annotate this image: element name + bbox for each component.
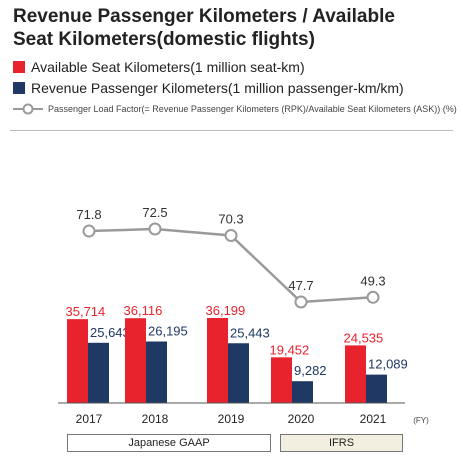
data-label-ask-2018: 36,116	[124, 303, 163, 318]
x-tick-label-2020: 2020	[288, 412, 315, 426]
load-factor-label-2019: 70.3	[218, 211, 243, 226]
legend-lf-marker-icon	[13, 103, 43, 115]
bar-rpk-2017	[88, 342, 109, 403]
load-factor-label-2017: 71.8	[76, 207, 101, 222]
legend-ask: Available Seat Kilometers(1 million seat…	[13, 59, 305, 75]
legend-rpk-swatch	[13, 82, 25, 94]
x-tick-label-2018: 2018	[142, 412, 169, 426]
load-factor-label-2021: 49.3	[360, 273, 385, 288]
bar-rpk-2019	[228, 343, 249, 403]
legend-lf: Passenger Load Factor(= Revenue Passenge…	[13, 103, 457, 115]
data-label-ask-2020: 19,452	[270, 342, 310, 357]
legend-ask-swatch	[13, 61, 25, 73]
bar-ask-2019	[207, 318, 228, 403]
bar-rpk-2018	[146, 341, 167, 403]
x-tick-label-2021: 2021	[360, 412, 387, 426]
legend-rpk-label: Revenue Passenger Kilometers(1 million p…	[31, 80, 404, 96]
load-factor-point-2018	[148, 222, 162, 236]
load-factor-point-2019	[224, 228, 238, 242]
data-label-rpk-2020: 9,282	[294, 363, 327, 378]
load-factor-label-2020: 47.7	[288, 278, 313, 293]
standard-ifrs-label: IFRS	[328, 437, 355, 449]
header-divider	[10, 130, 453, 131]
data-label-ask-2019: 36,199	[206, 303, 246, 318]
x-axis-unit-label: (FY)	[413, 416, 429, 425]
load-factor-point-2020	[294, 295, 308, 309]
x-tick-label-2019: 2019	[218, 412, 245, 426]
bar-ask-2021	[345, 345, 366, 403]
load-factor-point-2017	[82, 224, 96, 238]
x-tick-label-2017: 2017	[76, 412, 103, 426]
bar-ask-2018	[125, 318, 146, 403]
chart-title-line1: Revenue Passenger Kilometers / Available	[13, 6, 395, 27]
bar-ask-2020	[271, 357, 292, 403]
standard-gaap-label: Japanese GAAP	[128, 437, 210, 449]
load-factor-point-2021	[366, 290, 380, 304]
standard-gaap-box: Japanese GAAP	[67, 434, 271, 452]
standard-ifrs-box: IFRS	[280, 434, 403, 452]
data-label-ask-2021: 24,535	[344, 330, 384, 345]
bar-ask-2017	[67, 319, 88, 403]
legend-lf-label: Passenger Load Factor(= Revenue Passenge…	[48, 104, 457, 114]
chart-title: Revenue Passenger Kilometers / Available…	[13, 5, 453, 51]
legend-ask-label: Available Seat Kilometers(1 million seat…	[31, 59, 305, 75]
bar-rpk-2021	[366, 374, 387, 403]
data-label-rpk-2021: 12,089	[368, 357, 408, 372]
legend-rpk: Revenue Passenger Kilometers(1 million p…	[13, 80, 404, 96]
data-label-rpk-2019: 25,443	[230, 325, 270, 340]
chart-title-line2: Seat Kilometers(domestic flights)	[13, 29, 315, 50]
data-label-rpk-2018: 26,195	[148, 323, 188, 338]
load-factor-label-2018: 72.5	[142, 205, 167, 220]
data-label-rpk-2017: 25,643	[90, 325, 130, 340]
bar-rpk-2020	[292, 381, 313, 403]
data-label-ask-2017: 35,714	[66, 304, 106, 319]
